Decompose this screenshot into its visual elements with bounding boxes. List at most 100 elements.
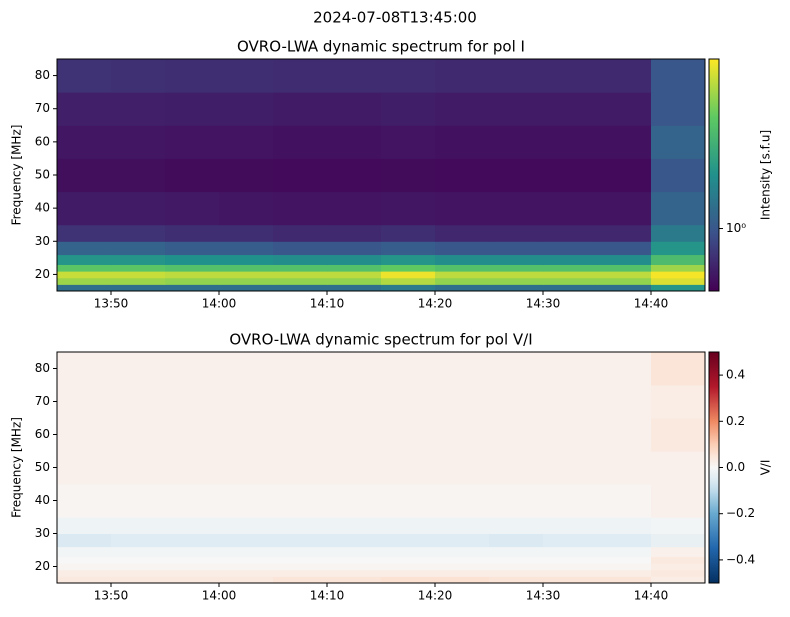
heatmap-cell: [435, 546, 490, 558]
heatmap-cell: [327, 484, 382, 518]
heatmap-cell: [543, 264, 598, 272]
heatmap-cell: [111, 418, 166, 452]
heatmap-cell: [165, 277, 220, 285]
heatmap-cell: [111, 264, 166, 272]
heatmap-cell: [381, 418, 436, 452]
heatmap-cell: [489, 352, 544, 386]
heatmap-cell: [543, 224, 598, 242]
heatmap-cell: [489, 158, 544, 193]
heatmap-cell: [435, 533, 490, 548]
heatmap-cell: [543, 92, 598, 126]
x-tick-label: 14:20: [418, 297, 453, 311]
heatmap-cell: [435, 556, 490, 564]
heatmap-cell: [597, 284, 652, 292]
heatmap-cell: [651, 569, 706, 577]
heatmap-cell: [111, 517, 166, 534]
heatmap-cell: [651, 352, 706, 386]
heatmap-cell: [327, 277, 382, 285]
heatmap-cell: [381, 191, 436, 226]
heatmap-cell: [597, 569, 652, 577]
y-tick-label: 40: [35, 201, 50, 215]
heatmap-cell: [651, 484, 706, 518]
heatmap-cell: [489, 451, 544, 485]
heatmap-cell: [381, 271, 436, 279]
heatmap-cell: [543, 125, 598, 159]
heatmap-cell: [327, 271, 382, 279]
heatmap-cell: [543, 385, 598, 419]
heatmap-cell: [381, 385, 436, 419]
panel-title: OVRO-LWA dynamic spectrum for pol V/I: [229, 331, 532, 349]
heatmap-cell: [273, 92, 328, 126]
heatmap-cell: [381, 576, 436, 584]
heatmap-cell: [273, 352, 328, 386]
colorbar-tick-label: 10⁰: [726, 221, 746, 235]
x-tick-label: 14:20: [418, 589, 453, 603]
heatmap-cell: [435, 158, 490, 193]
heatmap-cell: [597, 576, 652, 584]
heatmap-cell: [219, 284, 274, 292]
heatmap-cell: [651, 254, 706, 265]
y-tick-label: 20: [35, 559, 50, 573]
y-tick-label: 80: [35, 361, 50, 375]
x-tick-label: 14:40: [634, 589, 669, 603]
heatmap-cell: [489, 484, 544, 518]
heatmap-cell: [57, 563, 112, 571]
heatmap-cell: [111, 563, 166, 571]
heatmap-cell: [489, 569, 544, 577]
heatmap-cell: [651, 277, 706, 285]
heatmap-cell: [273, 59, 328, 93]
heatmap-cell: [651, 191, 706, 226]
heatmap-cell: [327, 264, 382, 272]
heatmap-cell: [651, 59, 706, 93]
heatmap-cell: [219, 556, 274, 564]
heatmap-cell: [273, 533, 328, 548]
heatmap-cell: [219, 254, 274, 265]
heatmap-cell: [165, 385, 220, 419]
heatmap-cell: [543, 517, 598, 534]
heatmap-cell: [273, 484, 328, 518]
colorbar-label: V/I: [759, 460, 773, 476]
heatmap-cell: [327, 385, 382, 419]
heatmap-cell: [381, 277, 436, 285]
heatmap-cell: [165, 533, 220, 548]
heatmap-cell: [273, 224, 328, 242]
heatmap-cell: [381, 241, 436, 256]
heatmap-cell: [273, 418, 328, 452]
heatmap-cell: [327, 576, 382, 584]
heatmap-cell: [597, 385, 652, 419]
heatmap-cell: [111, 576, 166, 584]
heatmap-cell: [651, 264, 706, 272]
heatmap-cell: [489, 556, 544, 564]
heatmap-cell: [597, 264, 652, 272]
heatmap-cell: [219, 576, 274, 584]
heatmap-cell: [651, 556, 706, 564]
heatmap-cell: [489, 385, 544, 419]
heatmap-cell: [651, 158, 706, 193]
heatmap-cell: [165, 418, 220, 452]
heatmap-cell: [327, 284, 382, 292]
heatmap-cell: [165, 569, 220, 577]
heatmap-cell: [543, 271, 598, 279]
heatmap-cell: [489, 59, 544, 93]
heatmap-cell: [165, 556, 220, 564]
heatmap-cell: [165, 352, 220, 386]
heatmap-cell: [435, 125, 490, 159]
heatmap-cell: [597, 277, 652, 285]
heatmap-cell: [273, 284, 328, 292]
heatmap-cell: [273, 576, 328, 584]
heatmap-cell: [543, 59, 598, 93]
heatmap-cell: [651, 385, 706, 419]
heatmap-cell: [327, 556, 382, 564]
heatmap-cell: [273, 241, 328, 256]
heatmap-cell: [273, 451, 328, 485]
heatmap-cell: [219, 191, 274, 226]
heatmap-cell: [57, 484, 112, 518]
heatmap-cell: [165, 517, 220, 534]
x-tick-label: 14:00: [202, 297, 237, 311]
colorbar-tick-label: 0.4: [726, 368, 745, 382]
heatmap-cell: [165, 284, 220, 292]
heatmap-cell: [651, 284, 706, 292]
heatmap-cell: [489, 546, 544, 558]
heatmap-cell: [543, 191, 598, 226]
heatmap-cell: [597, 92, 652, 126]
